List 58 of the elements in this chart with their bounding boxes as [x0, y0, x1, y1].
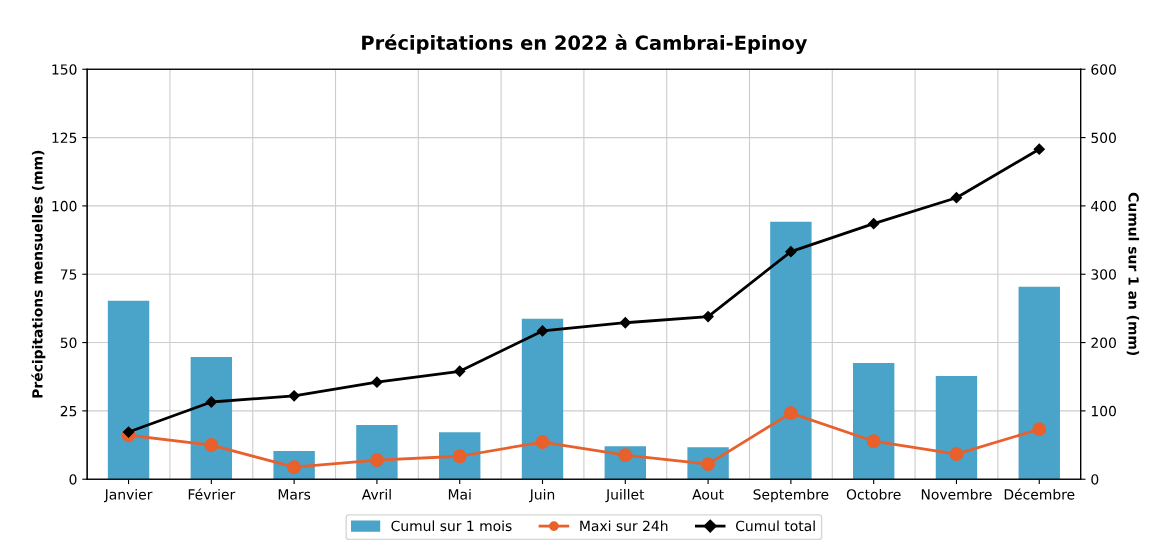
- y-tick-label: 125: [52, 132, 77, 144]
- y-tick-label: 150: [52, 64, 77, 75]
- x-tick-label: Novembre: [921, 488, 992, 500]
- x-tick-label: Mars: [278, 489, 311, 500]
- point: [369, 453, 384, 468]
- x-tick-label: Octobre: [846, 488, 901, 500]
- point: [204, 438, 219, 452]
- y-tick-label: 100: [52, 200, 77, 212]
- x-tick-label: Septembre: [753, 488, 829, 503]
- point: [702, 310, 714, 323]
- point: [1033, 143, 1045, 155]
- x-tick-label: Aout: [692, 489, 724, 500]
- y2-tick-label: 200: [1091, 337, 1116, 349]
- point: [205, 396, 217, 408]
- point: [288, 390, 300, 402]
- x-tick-label: Décembre: [1004, 488, 1075, 500]
- point: [866, 434, 881, 449]
- point: [371, 376, 383, 388]
- y-tick-label: 75: [60, 269, 77, 280]
- y2-tick-label: 600: [1091, 64, 1116, 75]
- y2-tick-label: 0: [1091, 474, 1099, 485]
- legend-label: Cumul total: [735, 520, 815, 532]
- y-tick-label: 0: [69, 474, 77, 485]
- point: [868, 218, 880, 230]
- y-tick-label: 25: [60, 405, 77, 417]
- x-tick-label: Juin: [529, 488, 555, 503]
- point: [535, 435, 550, 449]
- x-tick-label: Juillet: [605, 488, 645, 503]
- legend-label: Cumul sur 1 mois: [391, 520, 512, 532]
- y2-tick-label: 500: [1091, 132, 1116, 144]
- y2-tick-label: 100: [1091, 405, 1116, 417]
- point: [783, 406, 798, 421]
- bar: [521, 318, 564, 480]
- point: [949, 447, 964, 462]
- point: [536, 325, 549, 337]
- point: [619, 317, 631, 329]
- x-tick-label: Mai: [448, 488, 471, 500]
- point: [1032, 422, 1047, 437]
- y2-tick-label: 400: [1091, 200, 1116, 212]
- x-tick-label: Février: [188, 488, 236, 500]
- x-tick-label: Janvier: [103, 488, 153, 503]
- y-tick-label: 50: [60, 337, 77, 349]
- x-tick-label: Avril: [361, 488, 391, 500]
- point: [950, 192, 963, 204]
- bar: [770, 221, 812, 480]
- bar: [1018, 286, 1060, 480]
- point: [785, 246, 797, 258]
- point: [122, 426, 135, 438]
- chart-title: Précipitations en 2022 à Cambrai-Epinoy: [362, 34, 808, 54]
- y-axis-title: Précipitations mensuelles (mm): [31, 150, 46, 398]
- bar: [107, 300, 150, 480]
- legend-label: Maxi sur 24h: [580, 520, 668, 532]
- y2-axis-title: Cumul sur 1 an (mm): [1126, 192, 1140, 356]
- bar: [935, 375, 978, 480]
- y2-tick-label: 300: [1091, 269, 1116, 280]
- point: [454, 365, 466, 377]
- bar: [852, 363, 895, 480]
- bar: [190, 357, 233, 480]
